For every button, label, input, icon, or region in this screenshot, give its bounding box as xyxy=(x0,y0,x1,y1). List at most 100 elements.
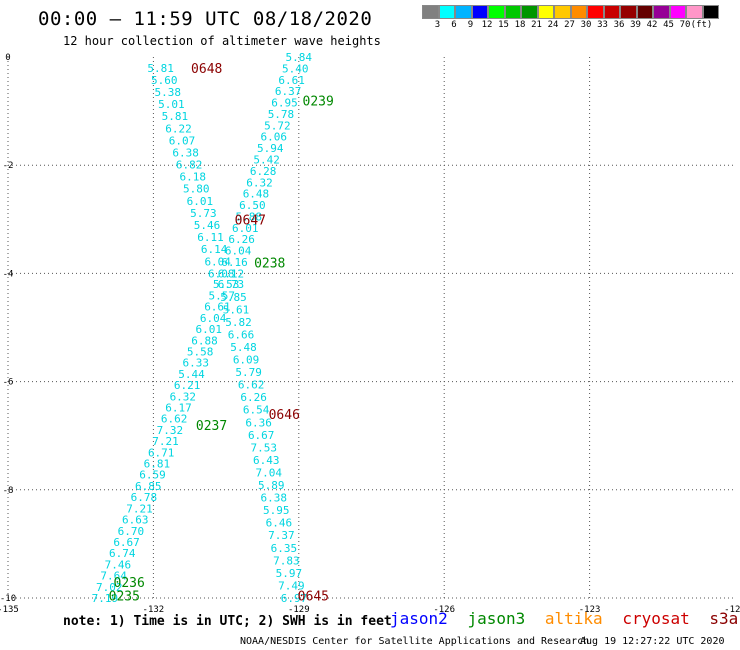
swh-value-label: 6.66 xyxy=(228,328,255,341)
y-tick-label: -4 xyxy=(3,269,14,279)
swh-value-label: 6.38 xyxy=(261,492,288,505)
swh-value-label: 6.26 xyxy=(240,391,267,404)
legend-swatch xyxy=(653,5,670,19)
swh-value-label: 6.73 xyxy=(218,278,245,291)
swh-value-label: 5.85 xyxy=(220,291,247,304)
swh-value-label: 6.01 xyxy=(232,222,259,235)
swh-value-label: 6.67 xyxy=(248,429,275,442)
swh-value-label: 7.53 xyxy=(250,441,277,454)
swh-value-label: 7.46 xyxy=(105,558,132,571)
swh-value-label: 6.07 xyxy=(169,134,196,147)
swh-value-label: 6.01 xyxy=(187,195,214,208)
axes xyxy=(7,57,735,599)
legend-swatch xyxy=(669,5,686,19)
swh-value-label: 5.46 xyxy=(194,219,221,232)
swh-value-label: 6.38 xyxy=(172,146,199,159)
legend-swatch xyxy=(455,5,472,19)
pass-time-label: 0239 xyxy=(303,94,334,109)
pass-time-label: 0645 xyxy=(298,589,329,604)
legend-swatch xyxy=(537,5,554,19)
legend-label: 36 xyxy=(613,20,625,30)
x-tick-label: -120 xyxy=(724,605,740,615)
swh-value-label: 6.74 xyxy=(109,547,136,560)
swh-value-label: 6.14 xyxy=(201,243,228,256)
legend-label: 30 xyxy=(580,20,592,30)
swh-value-label: 5.61 xyxy=(223,303,250,316)
swh-value-label: 6.46 xyxy=(266,517,293,530)
swh-value-label: 6.95 xyxy=(271,97,298,110)
swh-value-label: 6.36 xyxy=(245,416,272,429)
y-tick-label: -2 xyxy=(3,161,14,171)
legend-swatch xyxy=(686,5,703,19)
swh-value-label: 6.82 xyxy=(176,159,203,172)
swh-value-label: 5.79 xyxy=(235,366,262,379)
legend-swatch xyxy=(570,5,587,19)
legend-swatch xyxy=(521,5,538,19)
swh-value-label: 5.97 xyxy=(276,567,303,580)
swh-value-label: 7.32 xyxy=(157,424,184,437)
sat-altika: altika xyxy=(544,609,603,628)
swh-value-label: 5.58 xyxy=(187,345,214,358)
pass-time-label: 0648 xyxy=(191,62,222,77)
swh-value-label: 6.28 xyxy=(250,165,277,178)
legend-swatch xyxy=(471,5,488,19)
pass-time-label: 0647 xyxy=(235,213,266,228)
swh-value-label: 6.12 xyxy=(218,267,245,280)
swh-value-label: 6.81 xyxy=(144,458,171,471)
swh-value-label: 6.54 xyxy=(243,404,270,417)
swh-value-label: 5.78 xyxy=(268,108,295,121)
swh-value-label: 6.32 xyxy=(170,390,197,403)
legend-label: (ft) xyxy=(690,20,713,30)
pass-time-label: 0236 xyxy=(114,576,145,591)
legend-labels: 3 6 9 12 15 18 21 24 27 30 33 36 39 42 45 70 (ft) xyxy=(422,19,719,31)
color-legend: 3 6 9 12 15 18 21 24 27 30 33 36 39 42 45 70 (ft) xyxy=(422,5,719,31)
swh-value-label: 5.72 xyxy=(264,119,291,132)
legend-label: 70 xyxy=(679,20,691,30)
swh-value-label: 5.82 xyxy=(225,316,252,329)
swh-value-label: 6.62 xyxy=(161,413,188,426)
swh-value-label: 6.85 xyxy=(135,480,162,493)
swh-value-label: 5.48 xyxy=(230,341,257,354)
legend-swatch xyxy=(587,5,604,19)
legend-label: 18 xyxy=(514,20,526,30)
swh-value-label: 6.61 xyxy=(204,301,231,314)
swh-value-label: 6.70 xyxy=(118,525,145,538)
swh-value-label: 7.19 xyxy=(92,592,119,605)
legend-swatches xyxy=(422,5,719,19)
credit-line: NOAA/NESDIS Center for Satellite Applica… xyxy=(240,636,590,647)
legend-label: 9 xyxy=(467,20,474,30)
swh-value-label: 7.04 xyxy=(256,466,283,479)
legend-swatch xyxy=(702,5,719,19)
swh-value-label: 6.26 xyxy=(228,233,255,246)
swh-value-label: 6.97 xyxy=(281,592,308,605)
y-tick-label: 0 xyxy=(5,53,10,63)
legend-swatch xyxy=(438,5,455,19)
legend-swatch xyxy=(603,5,620,19)
page-subtitle: 12 hour collection of altimeter wave hei… xyxy=(63,34,381,48)
x-tick-label: -129 xyxy=(288,605,310,615)
swh-value-label: 6.59 xyxy=(139,469,166,482)
swh-value-label: 6.04 xyxy=(200,312,227,325)
pass-time-label: 0235 xyxy=(109,589,140,604)
swh-value-label: 7.21 xyxy=(126,502,153,515)
swh-value-label: 5.88 xyxy=(236,210,263,223)
sat-jason3: jason3 xyxy=(467,609,526,628)
swh-value-label: 6.37 xyxy=(275,85,302,98)
legend-label: 27 xyxy=(564,20,575,30)
swh-value-label: 6.18 xyxy=(179,171,206,184)
satellite-legend: jason2 jason3 altika cryosat s3a xyxy=(390,609,740,628)
swh-value-label: 6.04 xyxy=(225,245,252,258)
legend-swatch xyxy=(636,5,653,19)
y-tick-label: -10 xyxy=(0,594,16,604)
swh-value-label: 7.49 xyxy=(278,579,305,592)
legend-label: 42 xyxy=(646,20,658,30)
swh-value-label: 7.83 xyxy=(273,554,300,567)
swh-value-label: 5.81 xyxy=(162,110,189,123)
swh-value-label: 6.09 xyxy=(233,354,260,367)
swh-value-label: 6.67 xyxy=(113,536,140,549)
legend-label: 21 xyxy=(531,20,542,30)
legend-label: 12 xyxy=(481,20,493,30)
swh-value-label: 5.73 xyxy=(190,207,217,220)
sat-cryosat: cryosat xyxy=(622,609,690,628)
